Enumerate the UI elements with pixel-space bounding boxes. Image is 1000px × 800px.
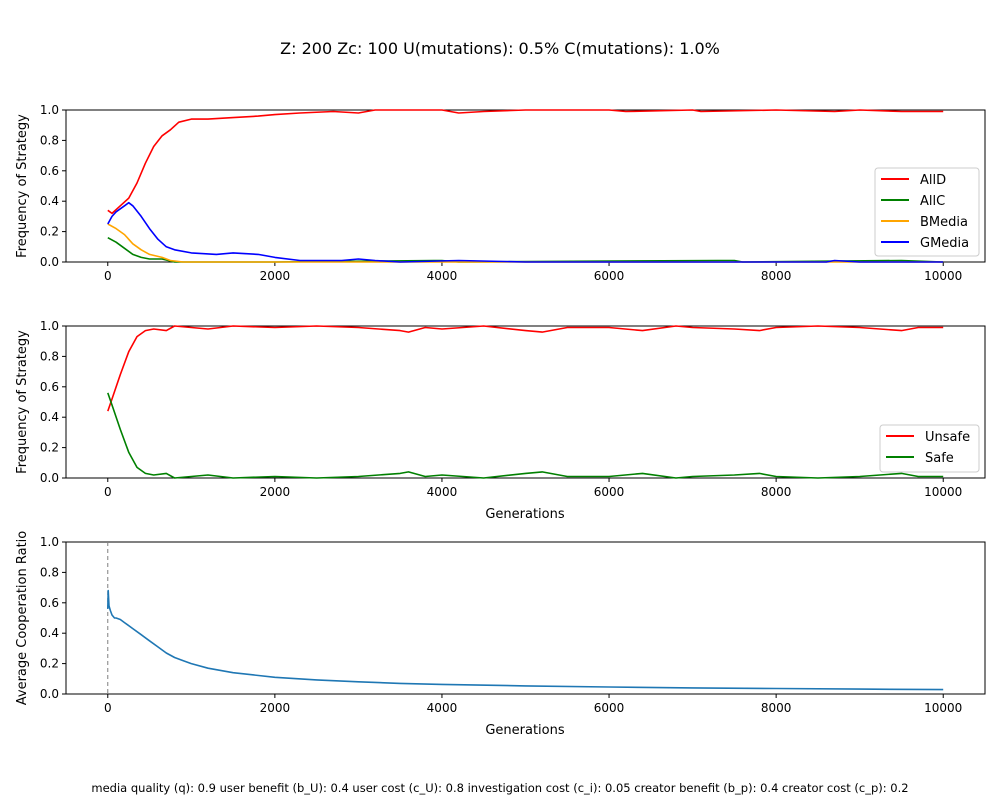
panel-2-ticks: 0 2000 4000 6000 8000 10000 0.0 0.2 0.4 0.6 0.8 1.0 (40, 319, 962, 499)
panel-1-ylabel: Frequency of Strategy (15, 114, 30, 258)
panel-2-ylabel: Frequency of Strategy (15, 330, 30, 474)
x-tick-label: 2000 (260, 269, 291, 283)
x-tick-label: 8000 (761, 485, 792, 499)
y-tick-label: 0.8 (40, 565, 59, 579)
panel-3-frame (65, 541, 986, 695)
panel-3-series (107, 542, 944, 694)
panel-strategy-frequency: Frequency of Strategy 0 2000 4000 6000 8000 1… (15, 103, 986, 283)
x-tick-label: 0 (104, 701, 112, 715)
panel-3-xlabel: Generations (485, 723, 565, 738)
legend-label-unsafe: Unsafe (925, 430, 970, 445)
y-tick-label: 0.6 (40, 380, 59, 394)
x-tick-label: 4000 (427, 485, 458, 499)
y-tick-label: 0.4 (40, 194, 59, 208)
panel-3-ylabel: Average Cooperation Ratio (15, 531, 30, 706)
x-tick-label: 2000 (260, 485, 291, 499)
x-tick-label: 0 (104, 269, 112, 283)
panel-safety-frequency: Frequency of Strategy Generations 0 2000 4… (15, 319, 986, 522)
y-tick-label: 0.0 (40, 255, 59, 269)
panel-1-ticks: 0 2000 4000 6000 8000 10000 0.0 0.2 0.4 0.6 0.8 1.0 (40, 103, 962, 283)
legend-label-allc: AllC (920, 194, 945, 209)
y-tick-label: 0.2 (40, 657, 59, 671)
y-tick-label: 0.0 (40, 471, 59, 485)
y-tick-label: 0.8 (40, 133, 59, 147)
parameter-footnote: media quality (q): 0.9 user benefit (b_U… (91, 781, 908, 795)
panel-3-ticks: 0 2000 4000 6000 8000 10000 0.0 0.2 0.4 0.6 0.8 1.0 (40, 535, 962, 715)
x-tick-label: 10000 (924, 701, 962, 715)
x-tick-label: 6000 (594, 269, 625, 283)
x-tick-label: 0 (104, 485, 112, 499)
y-tick-label: 1.0 (40, 535, 59, 549)
alld-series-line (107, 109, 944, 215)
unsafe-series-line (107, 325, 944, 412)
y-tick-label: 0.8 (40, 349, 59, 363)
panel-1-frame (65, 109, 986, 263)
x-tick-label: 10000 (924, 485, 962, 499)
legend-box (874, 167, 980, 257)
y-tick-label: 0.4 (40, 626, 59, 640)
figure-suptitle: Z: 200 Zc: 100 U(mutations): 0.5% C(muta… (280, 39, 720, 58)
x-tick-label: 10000 (924, 269, 962, 283)
cooperation-ratio-series-line (107, 589, 944, 691)
panel-1-legend: AllD AllC BMedia GMedia (874, 167, 980, 257)
y-tick-label: 0.6 (40, 596, 59, 610)
x-tick-label: 6000 (594, 701, 625, 715)
bmedia-series-line (107, 223, 944, 263)
y-tick-label: 0.2 (40, 441, 59, 455)
safe-series-line (107, 392, 944, 479)
x-tick-label: 8000 (761, 269, 792, 283)
gmedia-series-line (107, 201, 944, 263)
x-tick-label: 8000 (761, 701, 792, 715)
panel-1-series (107, 109, 944, 263)
x-tick-label: 6000 (594, 485, 625, 499)
y-tick-label: 1.0 (40, 319, 59, 333)
legend-label-gmedia: GMedia (920, 236, 969, 251)
legend-label-alld: AllD (920, 173, 946, 188)
y-tick-label: 1.0 (40, 103, 59, 117)
panel-2-frame (65, 325, 986, 479)
panel-cooperation-ratio: Average Cooperation Ratio Generations 0 2… (15, 531, 986, 738)
y-tick-label: 0.6 (40, 164, 59, 178)
x-tick-label: 2000 (260, 701, 291, 715)
legend-label-bmedia: BMedia (920, 215, 968, 230)
legend-label-safe: Safe (925, 451, 954, 466)
y-tick-label: 0.0 (40, 687, 59, 701)
allc-series-line (107, 236, 944, 263)
panel-2-xlabel: Generations (485, 507, 565, 522)
x-tick-label: 4000 (427, 701, 458, 715)
x-tick-label: 4000 (427, 269, 458, 283)
y-tick-label: 0.4 (40, 410, 59, 424)
panel-2-legend: Unsafe Safe (879, 424, 980, 473)
panel-2-series (107, 325, 944, 479)
y-tick-label: 0.2 (40, 225, 59, 239)
